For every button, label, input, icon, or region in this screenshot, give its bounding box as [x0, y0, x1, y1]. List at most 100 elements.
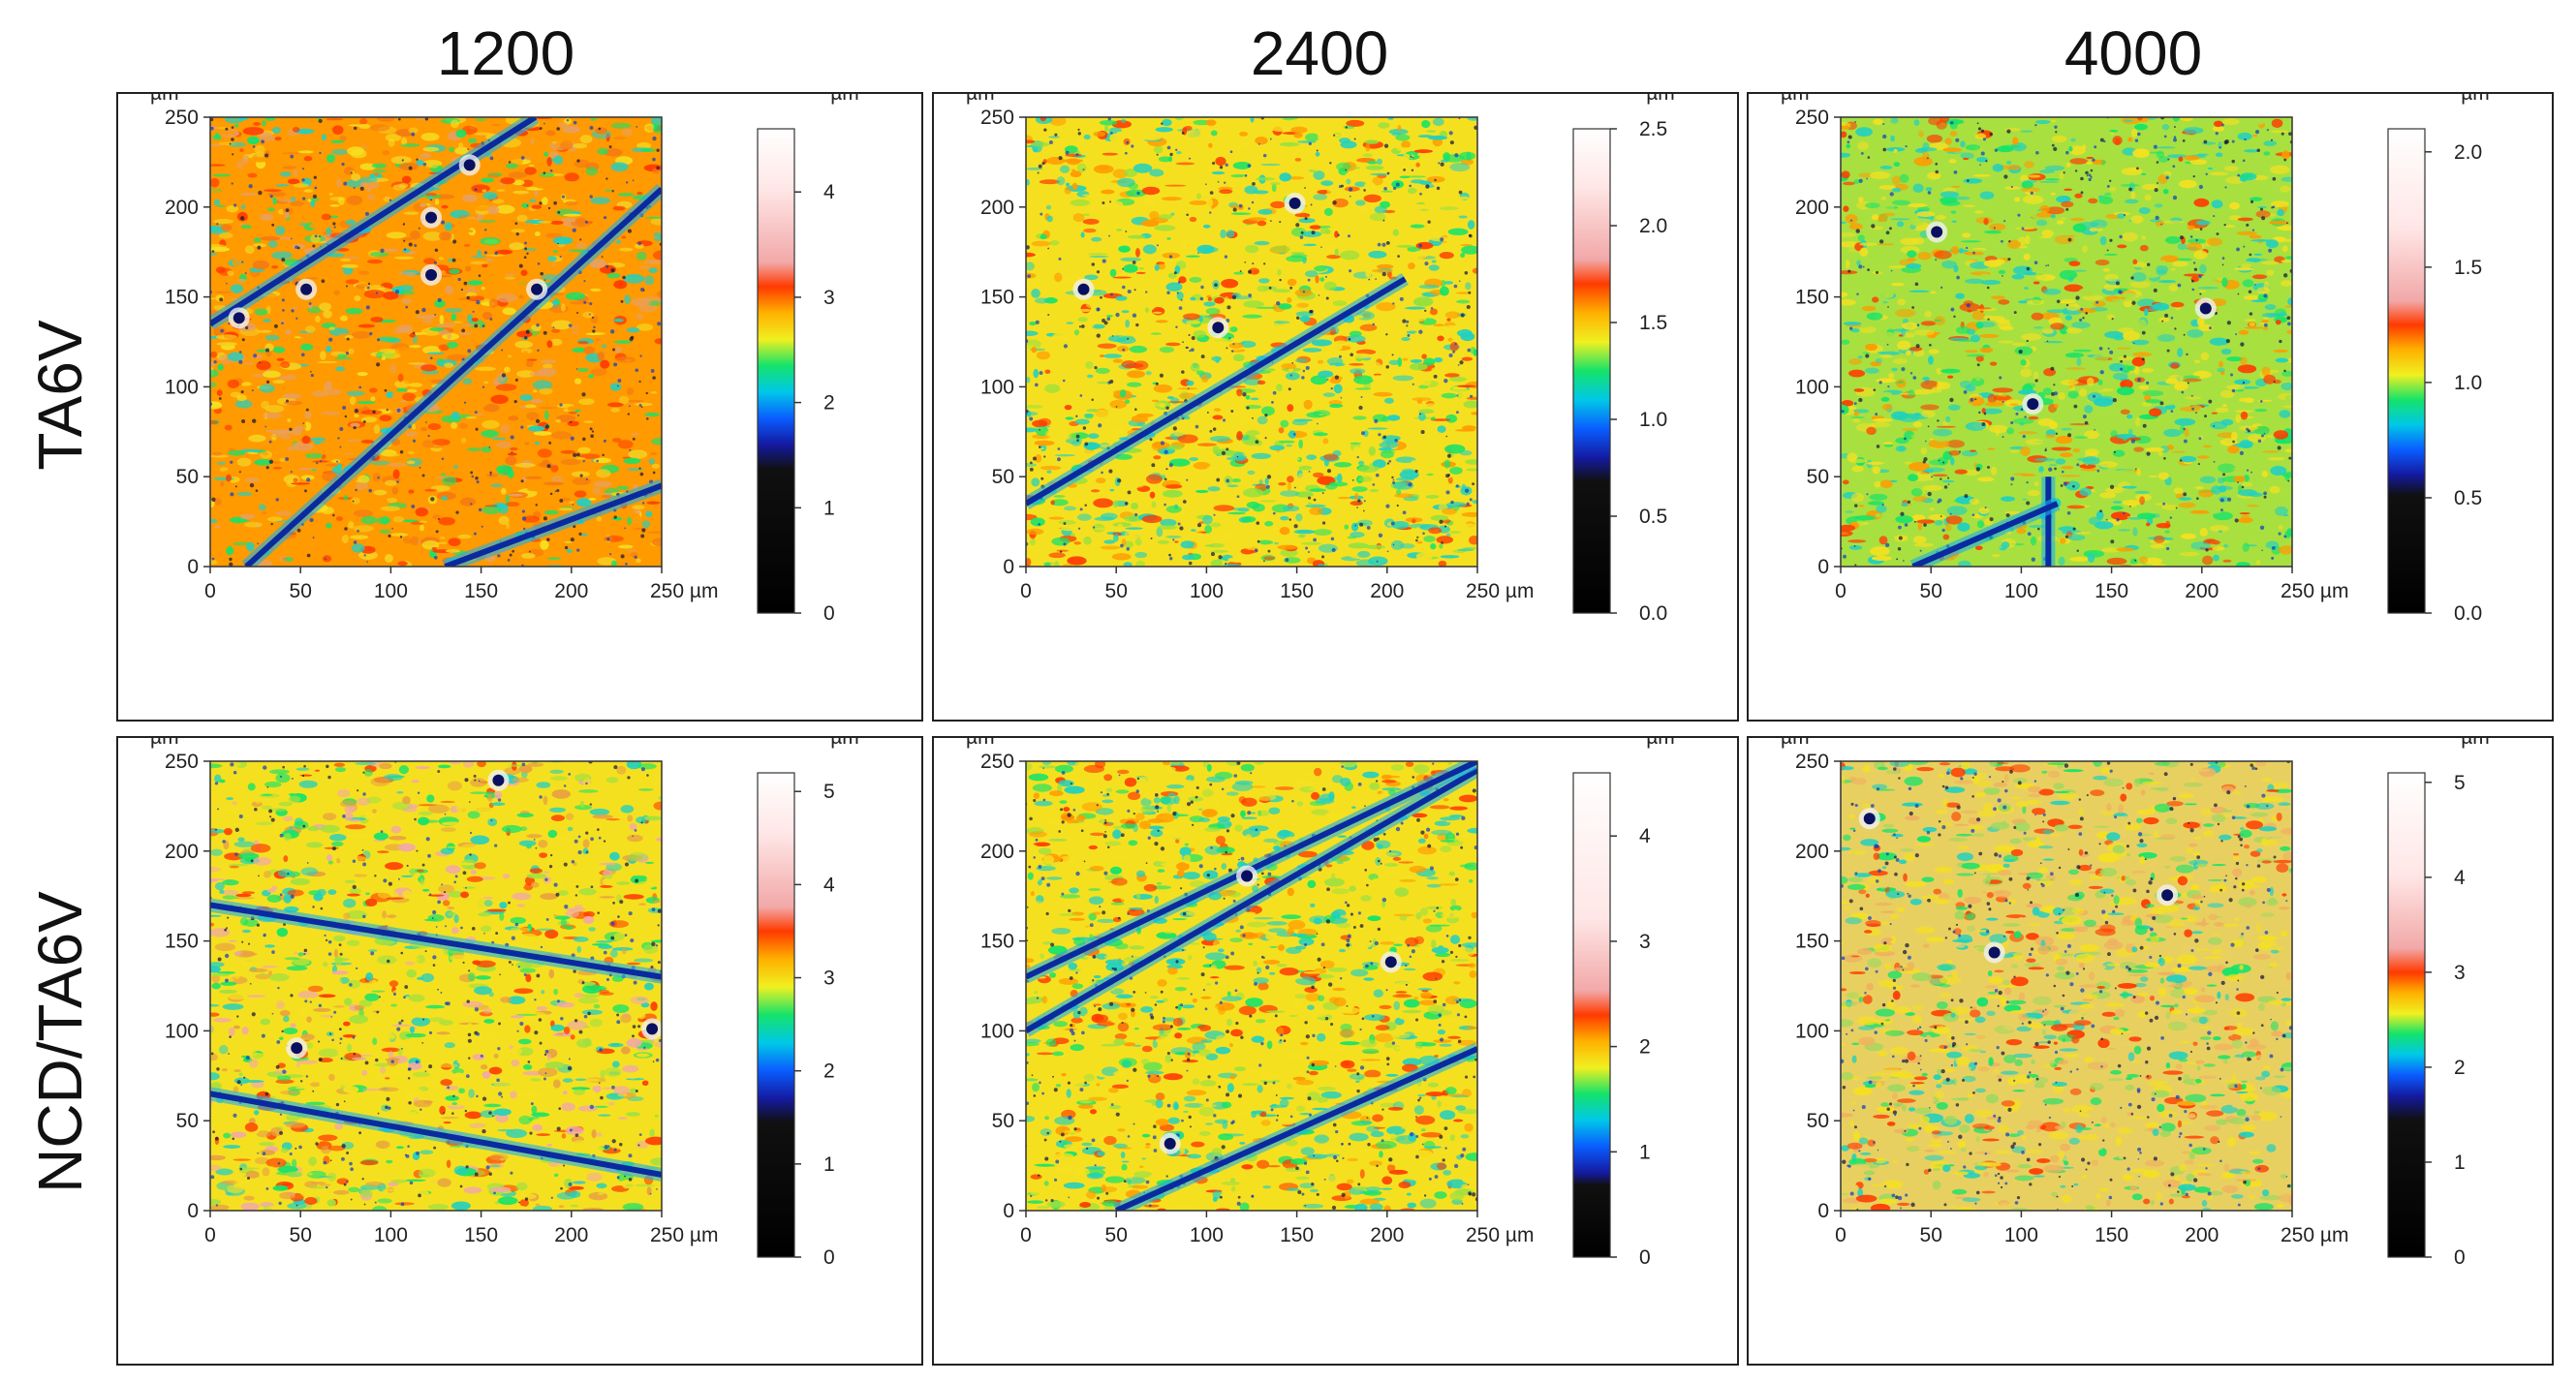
texture-patch: [1988, 223, 2006, 231]
texture-patch: [1388, 294, 1403, 301]
texture-patch: [2125, 199, 2139, 204]
texture-patch: [1227, 557, 1246, 563]
texture-patch: [2187, 241, 2202, 252]
texture-patch: [472, 324, 481, 335]
speckle: [216, 223, 219, 226]
texture-patch: [1196, 244, 1215, 255]
texture-patch: [621, 128, 634, 137]
texture-patch: [1127, 234, 1146, 239]
speckle: [520, 479, 524, 483]
speckle: [1907, 500, 1911, 504]
texture-patch: [2179, 306, 2188, 310]
texture-patch: [1435, 261, 1450, 265]
texture-patch: [374, 172, 380, 177]
texture-patch: [1264, 520, 1274, 527]
texture-patch: [1309, 163, 1324, 171]
texture-patch: [1423, 421, 1431, 428]
texture-patch: [229, 141, 247, 147]
texture-patch: [2012, 342, 2027, 347]
texture-patch: [1907, 207, 1918, 212]
texture-patch: [2064, 188, 2073, 192]
texture-patch: [1979, 333, 2000, 339]
texture-patch: [537, 221, 553, 224]
texture-patch: [1320, 244, 1337, 255]
texture-patch: [2132, 259, 2138, 265]
speckle: [1100, 295, 1102, 299]
speckle: [1182, 500, 1187, 504]
speckle: [526, 252, 529, 255]
texture-patch: [1444, 311, 1461, 319]
texture-patch: [582, 431, 599, 437]
texture-patch: [274, 137, 282, 140]
texture-patch: [298, 333, 310, 338]
texture-patch: [1841, 400, 1854, 407]
texture-patch: [1415, 201, 1426, 205]
speckle: [1867, 156, 1871, 159]
texture-patch: [2237, 489, 2257, 497]
texture-patch: [1162, 118, 1172, 127]
texture-patch: [2217, 463, 2236, 474]
texture-patch: [1920, 446, 1928, 455]
texture-patch: [2099, 235, 2107, 246]
texture-patch: [1872, 296, 1879, 303]
texture-patch: [1390, 539, 1405, 550]
speckle: [2018, 349, 2023, 354]
speckle: [2285, 222, 2288, 225]
speckle: [1166, 291, 1170, 294]
speckle: [332, 222, 336, 226]
texture-patch: [1907, 474, 1919, 482]
texture-patch: [1095, 367, 1110, 375]
texture-patch: [210, 351, 218, 358]
speckle: [353, 540, 357, 544]
speckle: [1221, 450, 1226, 456]
scratch: [210, 117, 538, 326]
texture-patch: [1899, 173, 1909, 184]
texture-patch: [264, 117, 276, 121]
texture-patch: [1068, 362, 1090, 366]
texture-patch: [1287, 481, 1292, 491]
texture-patch: [346, 390, 365, 396]
texture-patch: [506, 163, 518, 169]
texture-patch: [1070, 170, 1082, 178]
speckle: [559, 499, 564, 503]
texture-patch: [2100, 160, 2106, 166]
speckle: [1356, 455, 1359, 459]
y-tick-label: 200: [980, 197, 1014, 219]
texture-patch: [1026, 404, 1043, 409]
speckle: [2172, 165, 2176, 169]
texture-patch: [2020, 368, 2033, 378]
texture-patch: [1298, 218, 1316, 224]
speckle: [1217, 180, 1220, 183]
texture-patch: [214, 291, 232, 293]
speckle: [1359, 522, 1364, 527]
texture-patch: [1135, 247, 1140, 258]
texture-patch: [1158, 316, 1172, 320]
speckle: [570, 436, 574, 441]
texture-patch: [1466, 396, 1477, 400]
speckle: [1188, 157, 1192, 160]
texture-patch: [372, 473, 382, 482]
texture-patch: [585, 167, 599, 176]
texture-patch: [1123, 263, 1138, 273]
speckle: [290, 154, 295, 159]
speckle: [302, 422, 305, 425]
texture-patch: [1363, 194, 1381, 203]
speckle: [1360, 396, 1363, 398]
speckle: [1173, 271, 1177, 275]
speckle: [589, 427, 593, 431]
texture-patch: [1026, 376, 1031, 384]
texture-patch: [477, 250, 481, 257]
texture-patch: [1444, 373, 1460, 378]
texture-patch: [601, 344, 607, 349]
texture-patch: [304, 411, 312, 419]
texture-patch: [1421, 120, 1431, 129]
texture-patch: [1948, 159, 1957, 164]
speckle: [1276, 301, 1281, 306]
texture-patch: [2116, 547, 2135, 552]
speckle: [1439, 519, 1443, 524]
texture-patch: [619, 247, 634, 252]
texture-patch: [2284, 473, 2290, 481]
texture-patch: [1967, 309, 1972, 313]
texture-patch: [1086, 409, 1099, 413]
